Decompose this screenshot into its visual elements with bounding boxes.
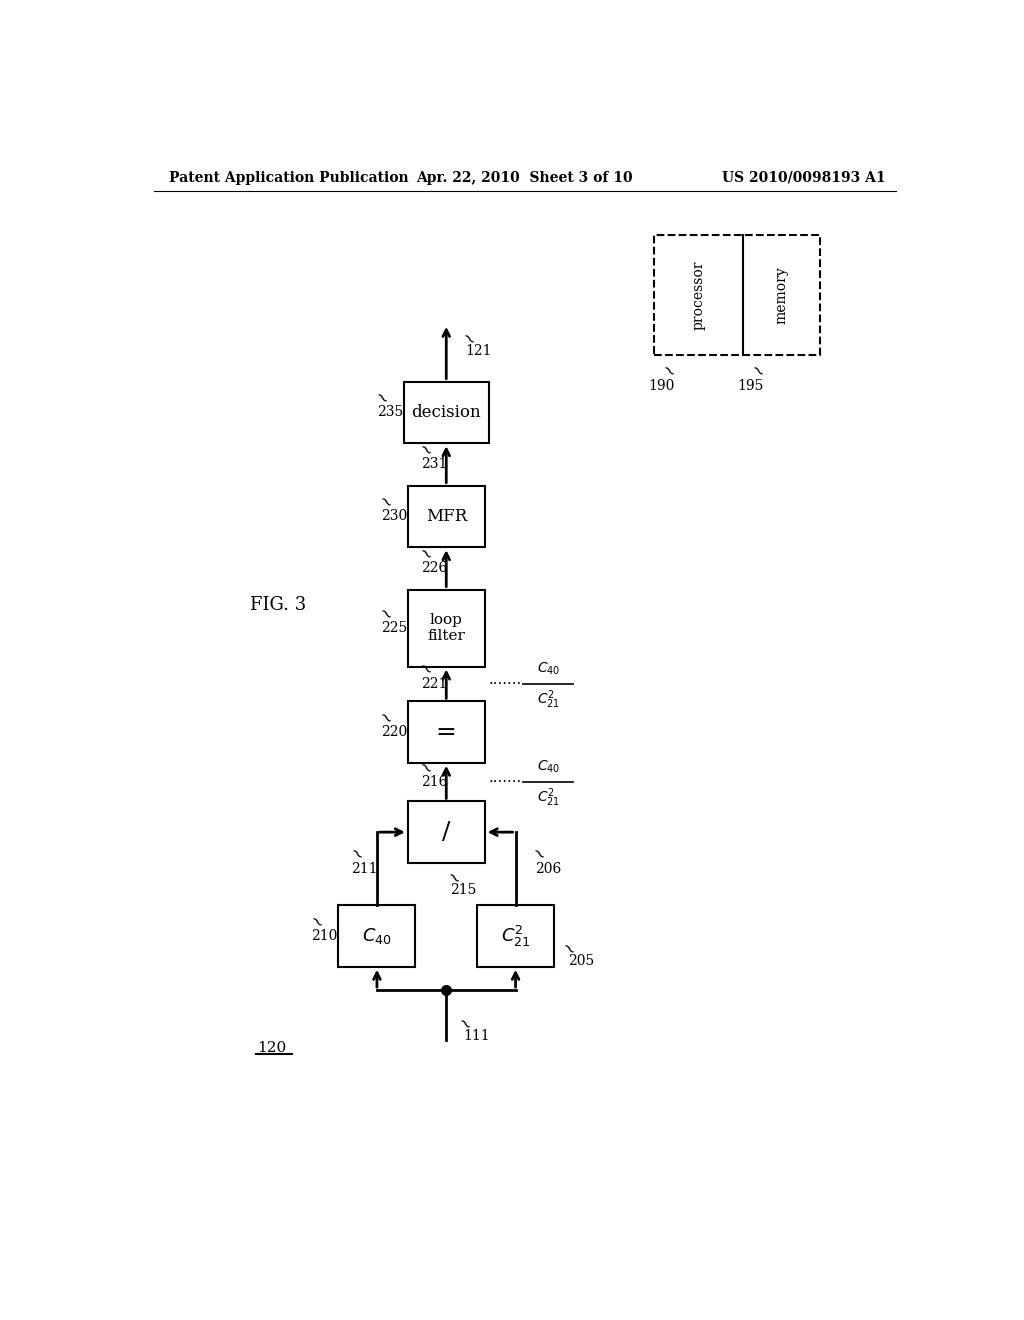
Text: ~: ~	[414, 544, 436, 566]
Text: 206: 206	[535, 862, 561, 875]
Text: processor: processor	[691, 260, 706, 330]
Text: ~: ~	[414, 440, 436, 462]
Bar	[408, 801, 484, 863]
Text: =: =	[436, 721, 457, 743]
Text: .......: .......	[488, 673, 522, 688]
Text: ~: ~	[441, 867, 464, 890]
Text: Patent Application Publication: Patent Application Publication	[169, 170, 409, 185]
Bar	[408, 701, 484, 763]
Bar	[408, 590, 484, 667]
Text: 190: 190	[648, 379, 675, 392]
Text: MFR: MFR	[426, 508, 467, 525]
Text: $C^{2}_{21}$: $C^{2}_{21}$	[538, 688, 560, 710]
Text: $C_{40}$: $C_{40}$	[362, 927, 392, 946]
Bar	[654, 235, 819, 355]
Text: 120: 120	[258, 1040, 287, 1055]
Bar	[339, 906, 416, 966]
Bar	[403, 381, 488, 444]
Text: 221: 221	[421, 677, 447, 690]
Text: ~: ~	[370, 387, 392, 411]
Text: ~: ~	[374, 708, 396, 730]
Text: 216: 216	[421, 775, 447, 789]
Text: 195: 195	[737, 379, 764, 392]
Text: 210: 210	[311, 929, 338, 942]
Text: ~: ~	[452, 1014, 474, 1036]
Text: ~: ~	[457, 329, 479, 351]
Text: 225: 225	[381, 622, 407, 635]
Text: $C_{40}$: $C_{40}$	[537, 759, 560, 775]
Text: decision: decision	[412, 404, 481, 421]
Text: 215: 215	[450, 883, 476, 896]
Bar	[408, 486, 484, 548]
Text: ~: ~	[344, 843, 367, 866]
Text: $C^{2}_{21}$: $C^{2}_{21}$	[538, 787, 560, 809]
Text: memory: memory	[774, 267, 788, 323]
Text: Apr. 22, 2010  Sheet 3 of 10: Apr. 22, 2010 Sheet 3 of 10	[417, 170, 633, 185]
Text: 235: 235	[377, 405, 403, 420]
Text: 211: 211	[351, 862, 378, 875]
Text: $C^{2}_{21}$: $C^{2}_{21}$	[501, 924, 530, 949]
Text: /: /	[442, 821, 451, 843]
Text: ~: ~	[656, 360, 679, 383]
Text: ~: ~	[374, 603, 396, 626]
Text: ~: ~	[374, 491, 396, 513]
Text: 121: 121	[465, 345, 492, 358]
Text: ~: ~	[557, 939, 580, 961]
Text: .......: .......	[488, 771, 522, 785]
Text: 111: 111	[464, 1030, 490, 1043]
Text: loop
filter: loop filter	[427, 612, 465, 643]
Text: 231: 231	[421, 458, 447, 471]
Text: 205: 205	[568, 954, 594, 968]
Text: 220: 220	[381, 725, 407, 739]
Text: 226: 226	[421, 561, 447, 576]
Text: ~: ~	[414, 756, 436, 780]
Text: ~: ~	[745, 360, 768, 383]
Text: ~: ~	[525, 843, 549, 866]
Text: ~: ~	[304, 911, 327, 933]
Text: US 2010/0098193 A1: US 2010/0098193 A1	[722, 170, 885, 185]
Text: FIG. 3: FIG. 3	[250, 597, 306, 614]
Bar	[477, 906, 554, 966]
Text: 230: 230	[381, 510, 407, 524]
Text: ~: ~	[414, 659, 436, 681]
Text: $C_{40}$: $C_{40}$	[537, 660, 560, 677]
